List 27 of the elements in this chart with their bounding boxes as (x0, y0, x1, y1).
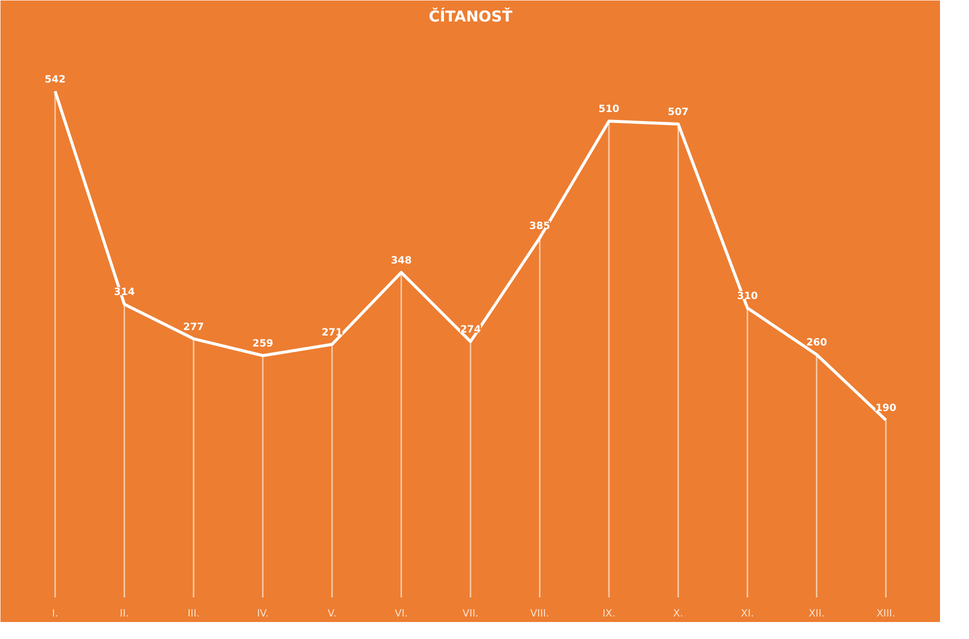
data-label: 314 (114, 287, 135, 298)
x-tick-label: III. (188, 608, 200, 620)
data-label: 310 (736, 290, 758, 302)
x-tick-label: VI. (394, 608, 408, 620)
chart-title: ČÍTANOSŤ (428, 8, 514, 26)
x-tick-label: VII. (462, 608, 478, 620)
data-label: 507 (668, 106, 689, 118)
data-label: 271 (322, 327, 343, 338)
x-tick-label: II. (120, 608, 129, 620)
x-tick-label: X. (673, 608, 684, 620)
x-tick-label: IV. (256, 608, 269, 620)
x-tick-label: XII. (808, 608, 825, 620)
data-label: 510 (598, 104, 620, 116)
x-tick-label: I. (52, 608, 58, 620)
data-label: 260 (806, 338, 828, 349)
data-label: 277 (183, 322, 204, 333)
data-label: 274 (460, 324, 481, 336)
x-tick-label: XI. (740, 608, 754, 620)
data-label: 190 (875, 403, 896, 414)
data-label: 542 (44, 74, 66, 86)
x-tick-label: V. (328, 608, 336, 620)
data-label: 385 (529, 220, 550, 232)
data-label: 348 (390, 255, 412, 266)
data-label: 259 (252, 338, 274, 350)
x-tick-label: VIII. (530, 608, 550, 620)
x-tick-label: IX. (602, 608, 616, 620)
x-tick-label: XIII. (876, 608, 896, 620)
